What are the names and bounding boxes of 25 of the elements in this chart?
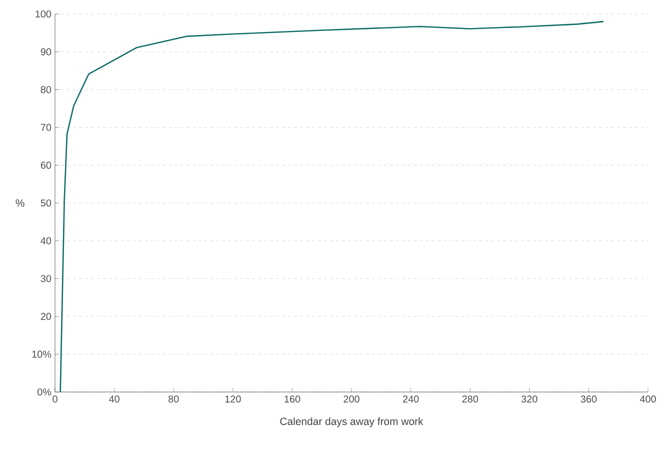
- y-tick-label: 20: [40, 312, 52, 320]
- y-tick-label: 90: [40, 48, 52, 56]
- y-tick-label: 30: [40, 275, 52, 282]
- y-tick-label: 10%: [32, 350, 52, 358]
- y-axis-title: %: [16, 199, 24, 207]
- x-tick-label: 200: [344, 396, 360, 403]
- x-tick-label: 40: [108, 396, 120, 403]
- x-tick-label: 280: [462, 396, 478, 403]
- y-tick-label: 0%: [37, 388, 52, 396]
- line-series: [60, 20, 604, 392]
- y-tick-label: 40: [40, 237, 52, 244]
- x-tick-label: 400: [640, 396, 656, 403]
- y-tick-label: 70: [40, 124, 52, 131]
- x-tick-label: 80: [168, 396, 179, 403]
- x-tick-label: 160: [284, 396, 300, 403]
- x-tick-label: 320: [521, 396, 538, 403]
- x-axis-title: Calendar days away from work: [280, 417, 424, 428]
- y-tick-label: 80: [40, 86, 52, 94]
- x-tick-label: 120: [225, 396, 241, 403]
- x-tick-label: 360: [580, 396, 597, 403]
- y-tick-label: 50: [40, 199, 52, 207]
- x-tick-label: 240: [402, 396, 419, 403]
- y-tick-label: 100: [36, 10, 52, 18]
- y-tick-label: 60: [40, 162, 52, 169]
- x-tick-label: 0: [52, 396, 58, 403]
